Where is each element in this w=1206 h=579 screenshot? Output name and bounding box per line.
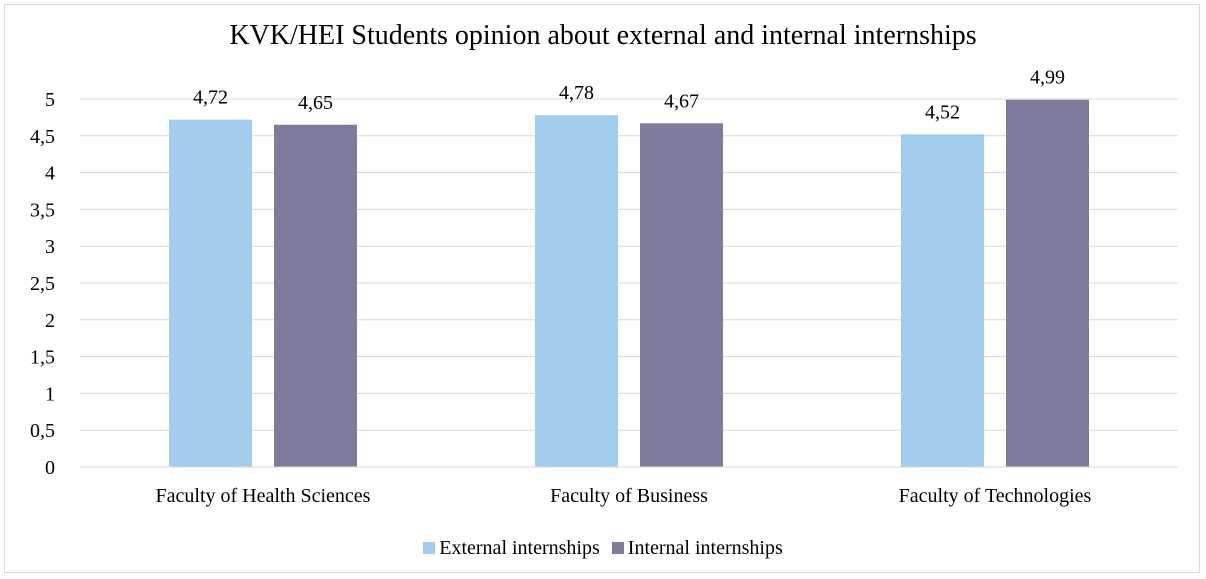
bar — [901, 134, 984, 467]
y-tick-label: 1,5 — [30, 347, 55, 369]
legend-swatch — [423, 542, 436, 554]
y-tick-label: 3 — [45, 236, 55, 258]
chart-title: KVK/HEI Students opinion about external … — [229, 20, 977, 51]
y-tick-label: 2 — [45, 310, 55, 332]
data-label: 4,52 — [925, 101, 960, 123]
legend-item: External internships — [423, 536, 600, 560]
legend: External internships Internal internships — [0, 536, 1206, 560]
legend-label: Internal internships — [627, 537, 783, 559]
y-tick-label: 4,5 — [30, 126, 55, 148]
x-category-label: Faculty of Health Sciences — [156, 485, 371, 507]
y-tick-label: 1 — [45, 383, 55, 405]
y-tick-label: 0 — [45, 457, 55, 479]
data-label: 4,72 — [193, 87, 228, 109]
y-tick-label: 5 — [45, 89, 55, 111]
data-label: 4,65 — [298, 92, 333, 114]
bar — [274, 124, 357, 467]
legend-item: Internal internships — [611, 536, 783, 560]
y-tick-label: 0,5 — [30, 420, 55, 442]
bar — [169, 119, 252, 467]
y-tick-label: 4 — [45, 163, 55, 185]
bar — [640, 123, 723, 468]
data-label: 4,78 — [559, 82, 594, 104]
bar — [535, 115, 618, 467]
x-category-label: Faculty of Business — [550, 485, 708, 507]
y-tick-label: 2,5 — [30, 273, 55, 295]
legend-label: External internships — [439, 537, 600, 559]
legend-swatch — [611, 542, 624, 554]
y-tick-label: 3,5 — [30, 199, 55, 221]
data-label: 4,67 — [664, 90, 699, 112]
data-label: 4,99 — [1030, 67, 1065, 89]
x-category-label: Faculty of Technologies — [899, 485, 1092, 507]
bar — [1006, 99, 1089, 468]
